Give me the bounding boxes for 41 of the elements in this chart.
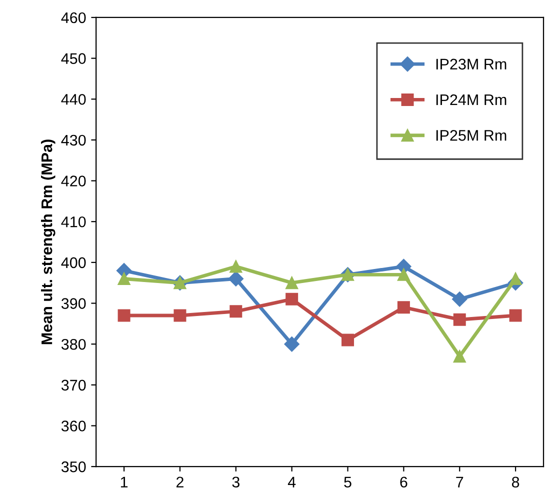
point xyxy=(174,309,186,322)
y-tick-label: 420 xyxy=(61,176,86,186)
y-tick-label: 370 xyxy=(61,380,86,391)
point xyxy=(286,292,298,306)
point xyxy=(453,313,466,326)
y-axis-title: Mean ult. strength Rm (MPa) xyxy=(41,140,56,344)
legend-label: IP25M Rm xyxy=(436,130,506,141)
y-tick-label: 410 xyxy=(61,216,86,228)
point xyxy=(509,309,522,322)
point xyxy=(342,334,354,346)
y-tick-label: 390 xyxy=(61,298,86,309)
x-tick-label: 6 xyxy=(400,476,408,488)
y-tick-label: 400 xyxy=(61,257,86,268)
y-tick-label: 460 xyxy=(61,12,86,24)
point xyxy=(228,271,244,286)
x-tick-label: 7 xyxy=(456,476,464,488)
x-tick-label: 8 xyxy=(512,476,520,488)
point xyxy=(453,350,466,363)
point xyxy=(509,272,522,286)
point xyxy=(284,336,300,352)
y-tick-label: 380 xyxy=(61,338,86,350)
x-tick-label: 2 xyxy=(176,476,184,488)
point xyxy=(230,305,242,318)
x-tick-label: 5 xyxy=(344,476,352,488)
y-tick-label: 450 xyxy=(61,53,86,64)
point xyxy=(397,268,410,281)
y-tick-label: 360 xyxy=(61,420,86,432)
x-tick-label: 1 xyxy=(120,476,128,488)
point xyxy=(397,301,410,314)
point xyxy=(452,292,468,307)
x-tick-label: 3 xyxy=(232,476,240,488)
point xyxy=(230,260,242,273)
y-tick-label: 350 xyxy=(61,461,86,472)
x-tick-label: 4 xyxy=(288,476,296,488)
point xyxy=(118,272,130,286)
y-tick-label: 440 xyxy=(61,94,86,105)
y-tick-label: 430 xyxy=(61,134,86,146)
point xyxy=(118,309,130,322)
legend-label: IP24M Rm xyxy=(436,94,506,106)
legend-label: IP23M Rm xyxy=(436,58,506,70)
point xyxy=(286,276,298,290)
